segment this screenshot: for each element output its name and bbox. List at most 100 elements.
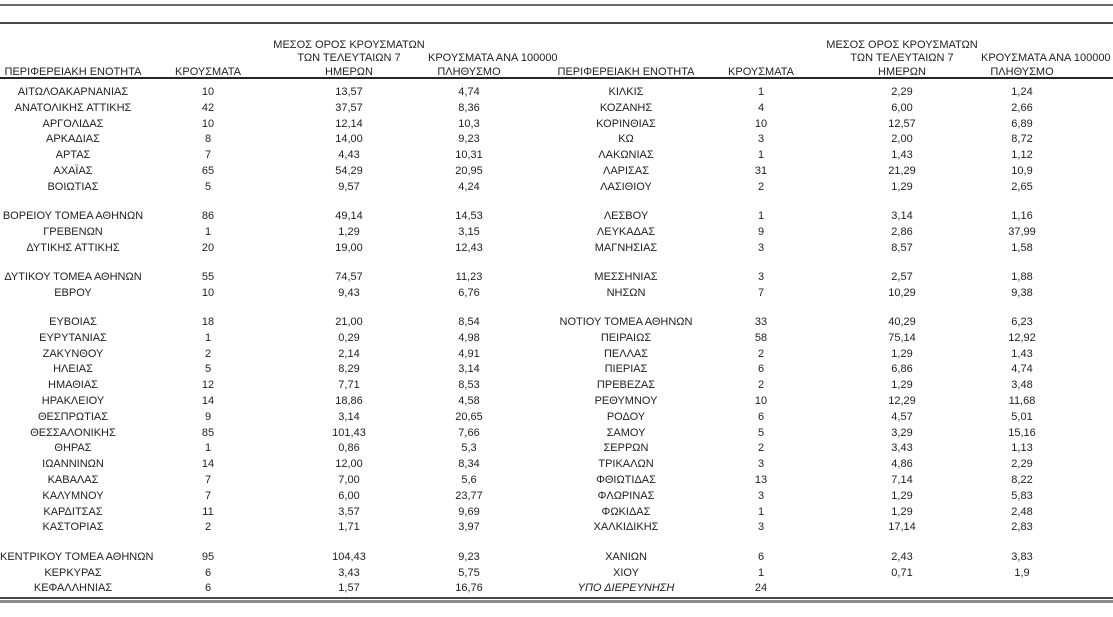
cell-cases: 5 — [204, 363, 212, 376]
cell-cases: 1 — [757, 210, 765, 223]
cell-per100k: 14,53 — [455, 210, 483, 223]
cell-per100k: 4,74 — [1011, 363, 1033, 376]
column-header-region: ΠΕΡΙΦΕΡΕΙΑΚΗ ΕΝΟΤΗΤΑ — [557, 65, 695, 78]
column-header-cases: ΚΡΟΥΣΜΑΤΑ — [728, 65, 794, 78]
cell-per100k: 4,98 — [458, 331, 480, 344]
header-row: ΠΕΡΙΦΕΡΕΙΑΚΗ ΕΝΟΤΗΤΑ ΚΡΟΥΣΜΑΤΑ ΜΕΣΟΣ ΟΡΟ… — [553, 24, 1111, 85]
table-bottom-border-gray — [0, 600, 1113, 604]
cell-avg7: 7,00 — [338, 474, 360, 487]
cell-region: ΦΘΙΩΤΙΔΑΣ — [596, 474, 656, 487]
table-row: ΚΕΝΤΡΙΚΟΥ ΤΟΜΕΑ ΑΘΗΝΩΝ 95 104,43 9,23 — [0, 550, 525, 566]
cell-region: ΠΕΛΛΑΣ — [603, 347, 649, 360]
cell-region: ΚΙΛΚΙΣ — [608, 86, 644, 98]
cell-per100k: 1,43 — [1011, 347, 1033, 360]
cell-avg7: 1,29 — [891, 489, 913, 502]
table-row: ΡΕΘΥΜΝΟΥ 10 12,29 11,68 — [553, 394, 1078, 410]
cell-cases: 10 — [201, 117, 215, 130]
spacer-cell — [553, 536, 1078, 550]
column-header-per100k: ΚΡΟΥΣΜΑΤΑ ΑΝΑ 100000 ΠΛΗΘΥΣΜΟ — [428, 24, 558, 85]
cell-avg7: 0,86 — [338, 442, 360, 455]
spacer-row — [553, 536, 1078, 550]
cell-region: ΛΕΥΚΑΔΑΣ — [596, 225, 656, 238]
cell-cases: 2 — [757, 379, 765, 392]
cell-cases: 10 — [201, 86, 215, 98]
cell-per100k: 16,76 — [455, 582, 483, 595]
table-row: ΦΩΚΙΔΑΣ 1 1,29 2,48 — [553, 505, 1078, 521]
cell-per100k: 5,83 — [1011, 489, 1033, 502]
cell-region: ΚΩ — [618, 133, 634, 146]
cell-per100k: 2,65 — [1011, 180, 1033, 193]
cell-avg7: 7,14 — [891, 474, 913, 487]
cell-region: ΚΕΦΑΛΛΗΝΙΑΣ — [33, 582, 113, 595]
spacer-cell — [0, 196, 525, 210]
cell-cases: 2 — [204, 521, 212, 534]
cell-region: ΒΟΡΕΙΟΥ ΤΟΜΕΑ ΑΘΗΝΩΝ — [2, 210, 144, 223]
table-row: ΕΥΡΥΤΑΝΙΑΣ 1 0,29 4,98 — [0, 331, 525, 347]
cell-cases: 2 — [757, 442, 765, 455]
cell-cases: 3 — [757, 458, 765, 471]
cell-region: ΝΟΤΙΟΥ ΤΟΜΕΑ ΑΘΗΝΩΝ — [559, 316, 693, 329]
table-bottom-border-dark — [0, 597, 1113, 600]
cell-per100k: 5,3 — [461, 442, 477, 455]
table-row: ΚΙΛΚΙΣ 1 2,29 1,24 — [553, 85, 1078, 101]
cell-avg7: 3,14 — [891, 210, 913, 223]
cell-region: ΕΒΡΟΥ — [54, 286, 92, 299]
cell-region: ΠΙΕΡΙΑΣ — [604, 363, 648, 376]
cell-region: ΧΙΟΥ — [613, 566, 639, 579]
cell-cases: 3 — [757, 521, 765, 534]
cell-region: ΤΡΙΚΑΛΩΝ — [598, 458, 654, 471]
table-row: ΚΕΡΚΥΡΑΣ 6 3,43 5,75 — [0, 566, 525, 582]
cell-cases: 31 — [754, 164, 768, 177]
cell-per100k: 1,13 — [1011, 442, 1033, 455]
table-row: ΘΕΣΣΑΛΟΝΙΚΗΣ 85 101,43 7,66 — [0, 426, 525, 442]
cell-avg7: 1,57 — [338, 582, 360, 595]
column-header-per100k-line1: ΚΡΟΥΣΜΑΤΑ ΑΝΑ 100000 — [981, 52, 1111, 64]
cell-per100k: 37,99 — [1008, 225, 1036, 238]
cell-region: ΚΑΛΥΜΝΟΥ — [42, 489, 104, 502]
cell-cases: 14 — [201, 395, 215, 408]
cell-cases: 18 — [201, 316, 215, 329]
spacer-row — [0, 536, 525, 550]
cell-region: ΛΕΣΒΟΥ — [603, 210, 649, 223]
cell-region: ΡΕΘΥΜΝΟΥ — [594, 395, 658, 408]
cell-avg7: 104,43 — [332, 550, 366, 563]
cell-per100k: 8,22 — [1011, 474, 1033, 487]
table-row: ΛΑΡΙΣΑΣ 31 21,29 10,9 — [553, 164, 1078, 180]
cell-avg7: 17,14 — [888, 521, 916, 534]
column-header-avg7-line1: ΜΕΣΟΣ ΟΡΟΣ ΚΡΟΥΣΜΑΤΩΝ — [826, 38, 978, 51]
cell-cases: 1 — [757, 566, 765, 579]
cell-region: ΜΑΓΝΗΣΙΑΣ — [594, 241, 658, 254]
cell-per100k: 4,74 — [458, 86, 480, 98]
cell-region: ΝΗΣΩΝ — [606, 286, 646, 299]
cell-region: ΚΑΒΑΛΑΣ — [47, 474, 99, 487]
cell-cases: 55 — [201, 270, 215, 283]
cell-cases: 6 — [204, 566, 212, 579]
cell-avg7: 21,29 — [888, 164, 916, 177]
cell-region: ΛΑΣΙΘΙΟΥ — [600, 180, 652, 193]
cell-region: ΚΕΡΚΥΡΑΣ — [44, 566, 102, 579]
column-header-avg7-line3: ΗΜΕΡΩΝ — [878, 65, 926, 78]
cell-cases: 8 — [204, 133, 212, 146]
cell-region: ΔΥΤΙΚΟΥ ΤΟΜΕΑ ΑΘΗΝΩΝ — [4, 270, 142, 283]
cell-cases: 7 — [204, 489, 212, 502]
regional-units-table-left: ΠΕΡΙΦΕΡΕΙΑΚΗ ΕΝΟΤΗΤΑ ΚΡΟΥΣΜΑΤΑ ΜΕΣΟΣ ΟΡΟ… — [0, 24, 558, 597]
cell-avg7: 49,14 — [335, 210, 363, 223]
column-header-avg7-line2: ΤΩΝ ΤΕΛΕΥΤΑΙΩΝ 7 — [297, 52, 401, 64]
column-header-per100k: ΚΡΟΥΣΜΑΤΑ ΑΝΑ 100000 ΠΛΗΘΥΣΜΟ — [981, 24, 1111, 85]
cell-avg7: 2,00 — [891, 133, 913, 146]
cell-avg7: 1,71 — [338, 521, 360, 534]
cell-region: ΦΛΩΡΙΝΑΣ — [597, 489, 655, 502]
cell-avg7: 3,43 — [338, 566, 360, 579]
cell-cases: 13 — [754, 474, 768, 487]
cell-avg7: 54,29 — [335, 164, 363, 177]
cell-avg7: 12,00 — [335, 458, 363, 471]
cell-per100k: 8,54 — [458, 316, 480, 329]
cell-per100k: 2,83 — [1011, 521, 1033, 534]
spacer-cell — [0, 536, 525, 550]
table-row: ΑΡΤΑΣ 7 4,43 10,31 — [0, 148, 525, 164]
cell-per100k: 8,72 — [1011, 133, 1033, 146]
cell-avg7: 12,29 — [888, 395, 916, 408]
spacer-cell — [553, 196, 1078, 210]
cell-per100k: 1,9 — [1014, 566, 1030, 579]
cell-region: ΣΑΜΟΥ — [606, 426, 646, 439]
